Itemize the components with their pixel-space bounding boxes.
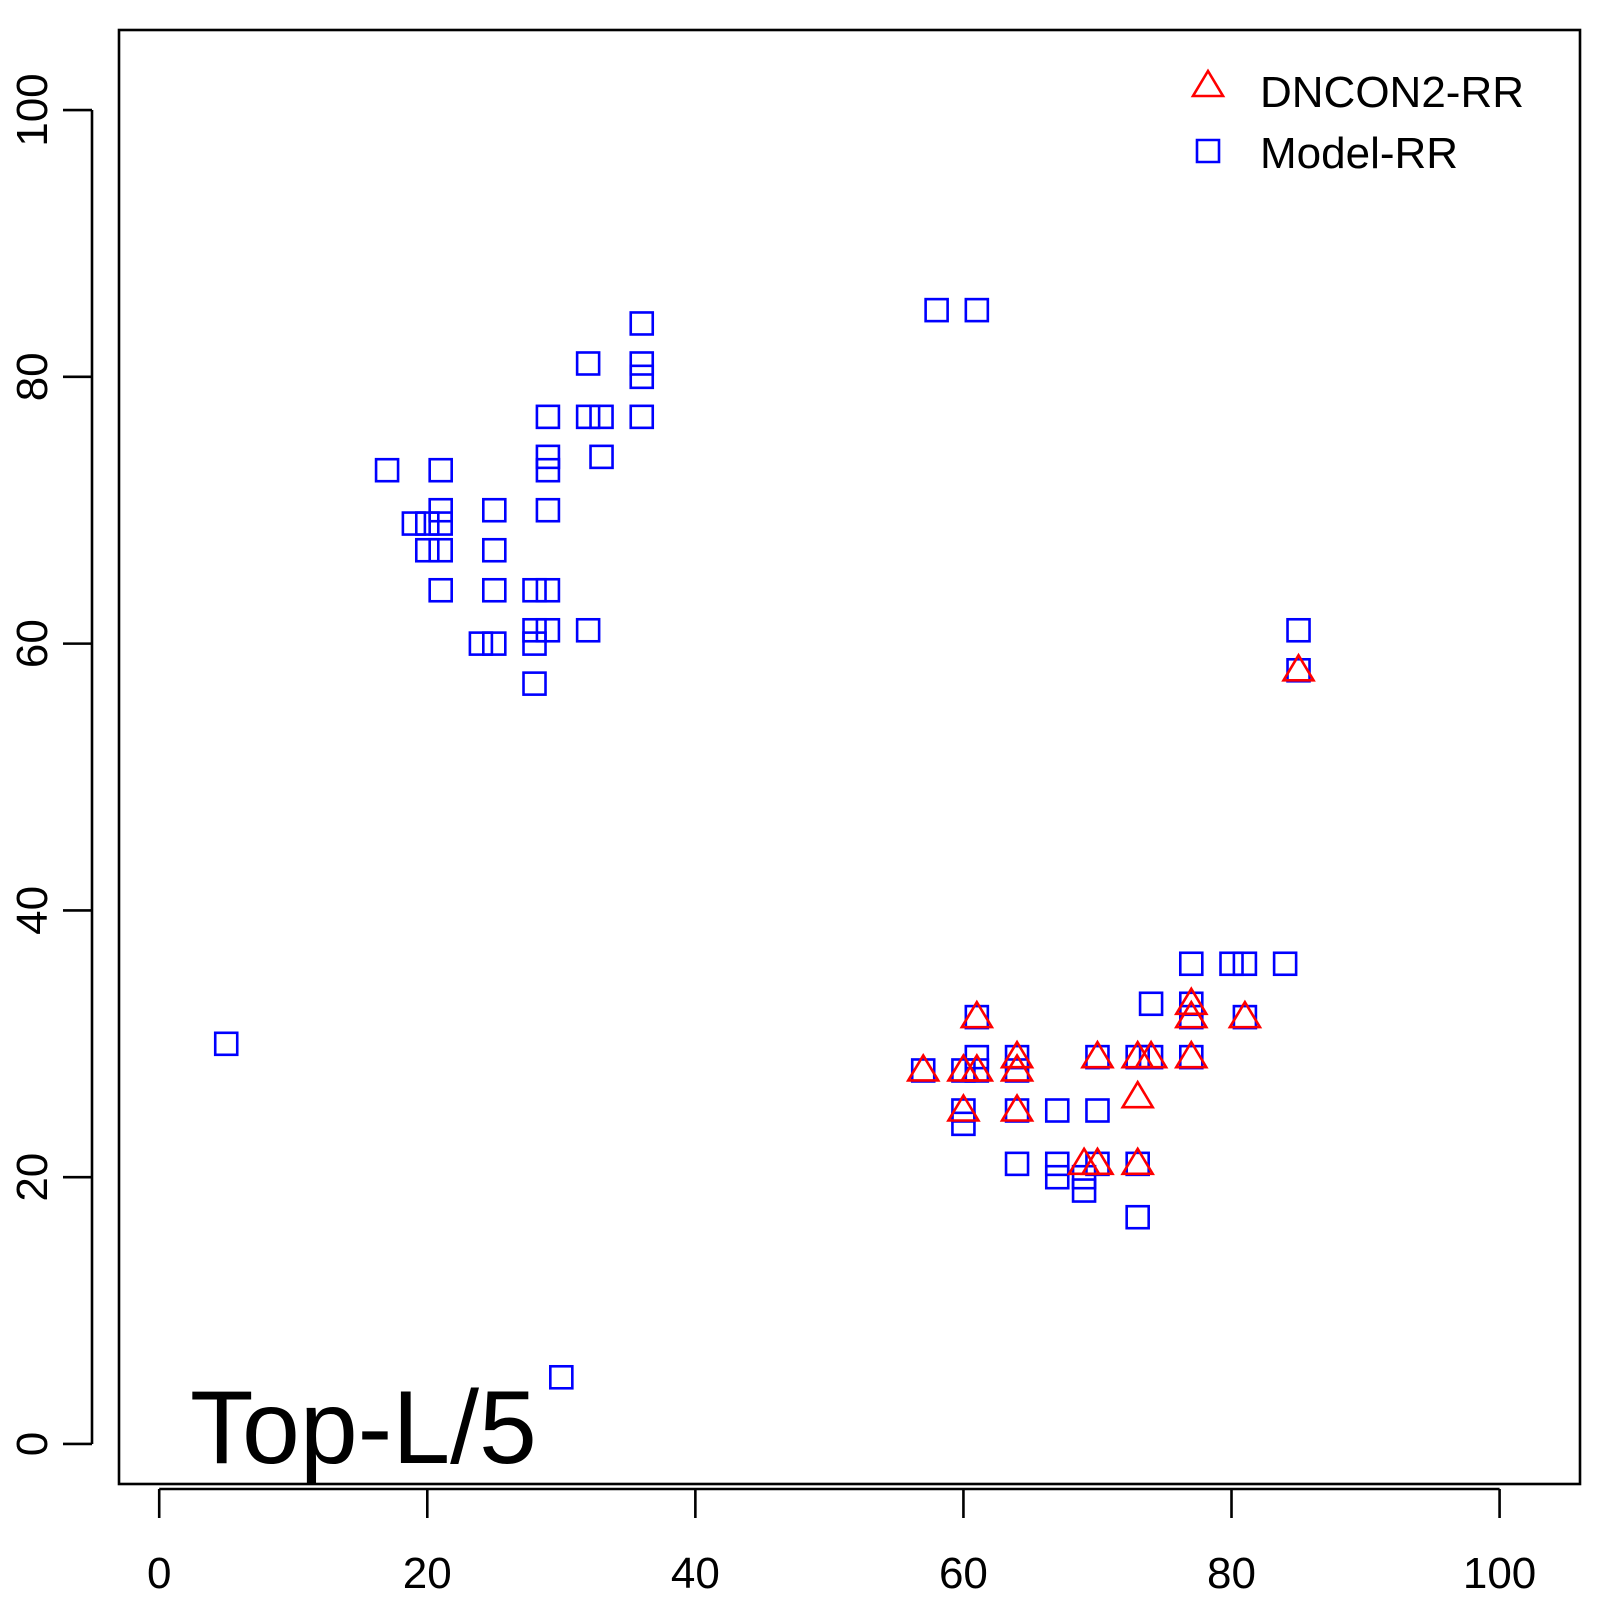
model-rr-point — [924, 297, 949, 323]
model-rr-point — [629, 364, 655, 390]
model-rr-point — [482, 577, 507, 603]
model-rr-point — [535, 577, 561, 603]
model-rr-point — [522, 617, 547, 643]
y-tick-label: 100 — [8, 73, 57, 146]
model-rr-point — [1286, 617, 1311, 643]
model-rr-point — [575, 351, 601, 376]
dncon2-rr-point — [959, 999, 995, 1029]
model-rr-point — [1071, 1164, 1097, 1190]
model-rr-point — [374, 457, 400, 483]
model-rr-point — [414, 511, 440, 536]
model-rr-point — [522, 631, 547, 656]
dncon2-rr-point — [1080, 1039, 1115, 1069]
chart-annotation: Top-L/5 — [190, 1370, 537, 1486]
model-rr-point — [468, 631, 494, 656]
model-rr-point — [589, 444, 614, 470]
model-rr-point — [428, 577, 453, 603]
model-rr-point — [482, 631, 507, 656]
dncon2-rr-point — [1173, 1039, 1209, 1069]
model-rr-point — [629, 351, 655, 376]
dncon2-rr-point — [905, 1052, 941, 1082]
model-rr-point — [1044, 1151, 1070, 1177]
x-axis: 0 20 40 60 80 100 — [147, 1487, 1536, 1598]
x-tick-label: 0 — [147, 1549, 171, 1598]
x-tick-label: 80 — [1207, 1549, 1256, 1598]
legend-item-model-rr: Model-RR — [1195, 129, 1458, 178]
model-rr-point — [401, 511, 427, 536]
model-rr-point — [589, 404, 614, 430]
model-rr-point — [1044, 1164, 1070, 1190]
dncon2-rr-point — [1173, 986, 1209, 1016]
y-tick-label: 80 — [8, 352, 57, 401]
dncon2-rr-point — [1080, 1146, 1115, 1176]
legend-marker-square — [1195, 138, 1221, 164]
x-tick-label: 60 — [939, 1549, 988, 1598]
model-rr-point — [428, 457, 453, 483]
model-rr-point — [964, 297, 990, 323]
dncon2-rr-point — [1133, 1039, 1169, 1069]
dncon2-rr-point — [1120, 1079, 1155, 1109]
model-rr-point — [549, 1364, 574, 1390]
dncon2-rr-point — [999, 1092, 1035, 1122]
model-rr-point — [428, 511, 453, 536]
x-tick-label: 40 — [671, 1549, 720, 1598]
model-rr-point — [428, 537, 453, 563]
legend-item-dncon2-rr: DNCON2-RR — [1190, 68, 1524, 117]
legend: DNCON2-RR Model-RR — [1190, 68, 1524, 178]
data-points — [213, 297, 1316, 1390]
legend-label-model-rr: Model-RR — [1260, 129, 1458, 178]
model-rr-point — [1219, 951, 1244, 977]
model-rr-point — [629, 311, 655, 336]
model-rr-point — [535, 617, 561, 643]
x-tick-label: 20 — [403, 1549, 452, 1598]
model-rr-point — [575, 404, 601, 430]
model-rr-point — [213, 1031, 239, 1057]
model-rr-point — [1272, 951, 1298, 977]
model-rr-point — [1138, 991, 1164, 1017]
model-rr-point — [1004, 1151, 1030, 1177]
model-rr-point — [535, 444, 561, 470]
model-rr-point — [1071, 1178, 1097, 1203]
dncon2-rr-point — [1120, 1146, 1155, 1176]
model-rr-point — [428, 497, 453, 523]
dncon2-rr-point — [946, 1092, 981, 1122]
model-rr-point — [951, 1111, 976, 1137]
dncon2-rr-point — [1281, 652, 1316, 682]
model-rr-point — [482, 497, 507, 523]
model-rr-point — [629, 404, 655, 430]
model-rr-point — [1178, 951, 1204, 977]
model-rr-point — [1085, 1098, 1110, 1123]
legend-label-dncon2-rr: DNCON2-RR — [1260, 68, 1524, 117]
model-rr-point — [535, 497, 561, 523]
legend-marker-triangle — [1190, 68, 1226, 98]
model-rr-point — [575, 617, 601, 643]
model-rr-point — [482, 537, 507, 563]
y-axis: 0 20 40 60 80 100 — [8, 73, 94, 1456]
dncon2-rr-point — [959, 1052, 995, 1082]
dncon2-rr-point — [1227, 999, 1263, 1029]
y-tick-label: 20 — [8, 1153, 57, 1202]
y-tick-label: 60 — [8, 619, 57, 668]
plot-frame — [117, 28, 1582, 1486]
model-rr-point — [535, 404, 561, 430]
y-tick-label: 0 — [8, 1432, 57, 1456]
dncon2-rr-point — [999, 1039, 1035, 1069]
model-rr-point — [1125, 1204, 1150, 1230]
model-rr-point — [414, 537, 440, 563]
model-rr-point — [1044, 1098, 1070, 1123]
model-rr-point — [522, 671, 547, 696]
model-rr-point — [522, 577, 547, 603]
model-rr-point — [535, 457, 561, 483]
model-rr-point — [1232, 951, 1258, 977]
y-tick-label: 40 — [8, 886, 57, 935]
x-tick-label: 100 — [1463, 1549, 1536, 1598]
